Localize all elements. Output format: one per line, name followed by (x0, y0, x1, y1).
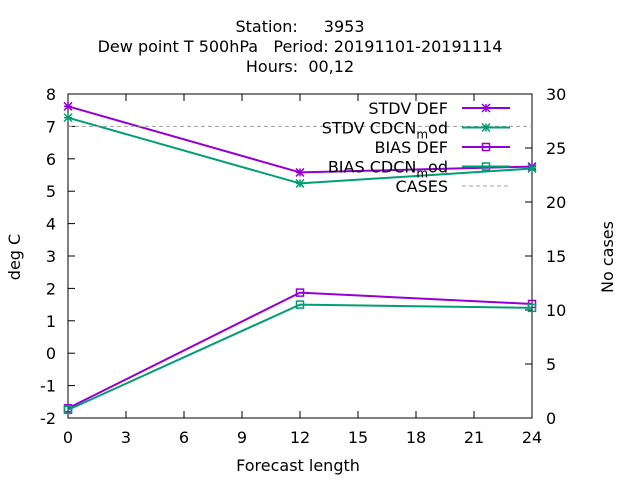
series-layer (63, 101, 537, 415)
plot-frame (67, 93, 533, 419)
x-tick-label: 21 (464, 428, 484, 447)
y2-tick-label: 0 (546, 409, 556, 428)
y-tick-label: 5 (46, 182, 56, 201)
y2-tick-label: 25 (546, 139, 566, 158)
point-marker (481, 162, 491, 171)
point-marker (295, 167, 305, 177)
legend-entry-3: BIAS CDCNmod (328, 158, 510, 181)
y-tick-label: -2 (40, 409, 56, 428)
station-label: Station: (235, 17, 298, 36)
y-tick-label: -1 (40, 377, 56, 396)
chart-title-variable: Dew point T 500hPa Period: 20191101-2019… (97, 37, 503, 56)
x-tick-label: 0 (63, 428, 73, 447)
point-marker (295, 300, 305, 309)
y-tick-label: 4 (46, 215, 56, 234)
y2-tick-label: 10 (546, 301, 566, 320)
y2-tick-label: 30 (546, 85, 566, 104)
point-marker (481, 142, 491, 152)
point-marker (63, 405, 73, 415)
legend-entry-0: STDV DEF (368, 99, 510, 118)
x-tick-label: 9 (237, 428, 247, 447)
legend-label: STDV DEF (368, 99, 448, 118)
point-marker (527, 163, 537, 174)
x-tick-label: 3 (121, 428, 131, 447)
chart-title-hours: Hours: 00,12 (245, 57, 355, 76)
series-0 (63, 101, 537, 177)
point-marker (295, 178, 305, 188)
legend-entry-2: BIAS DEF (374, 138, 510, 157)
x-axis-label: Forecast length (236, 456, 360, 475)
series-1 (63, 113, 537, 188)
chart-title-station: Station: 3953 (0, 17, 600, 36)
point-marker (527, 303, 537, 313)
x-tick-label: 12 (290, 428, 310, 447)
series-line (67, 291, 533, 410)
series-line (67, 303, 533, 411)
y2-tick-label: 5 (546, 355, 556, 374)
legend-label: CASES (395, 177, 448, 196)
legend-label: BIAS DEF (374, 138, 448, 157)
x-tick-label: 15 (348, 428, 368, 447)
point-marker (481, 122, 491, 133)
y-tick-label: 0 (46, 344, 56, 363)
legend-label: STDV CDCNmod (322, 119, 448, 142)
series-line (67, 105, 533, 174)
x-tick-label: 24 (522, 428, 542, 447)
legend-entry-4: CASES (395, 177, 510, 196)
legend-entry-1: STDV CDCNmod (322, 119, 510, 142)
point-marker (63, 101, 73, 111)
station-value: 3953 (323, 17, 365, 36)
y-tick-label: 1 (46, 312, 56, 331)
y-tick-label: 2 (46, 279, 56, 298)
legend-label: BIAS CDCNmod (328, 158, 448, 181)
y-tick-label: 8 (46, 85, 56, 104)
y-axis-label: deg C (5, 234, 24, 280)
point-marker (295, 288, 305, 297)
point-marker (63, 113, 73, 123)
y-tick-label: 7 (46, 117, 56, 136)
y2-axis-label: No cases (598, 221, 617, 293)
series-3 (63, 300, 537, 415)
point-marker (481, 103, 491, 113)
x-tick-label: 18 (406, 428, 426, 447)
x-tick-label: 6 (179, 428, 189, 447)
y-tick-label: 6 (46, 150, 56, 169)
y-tick-label: 3 (46, 247, 56, 266)
y2-tick-label: 20 (546, 193, 566, 212)
y2-tick-label: 15 (546, 247, 566, 266)
